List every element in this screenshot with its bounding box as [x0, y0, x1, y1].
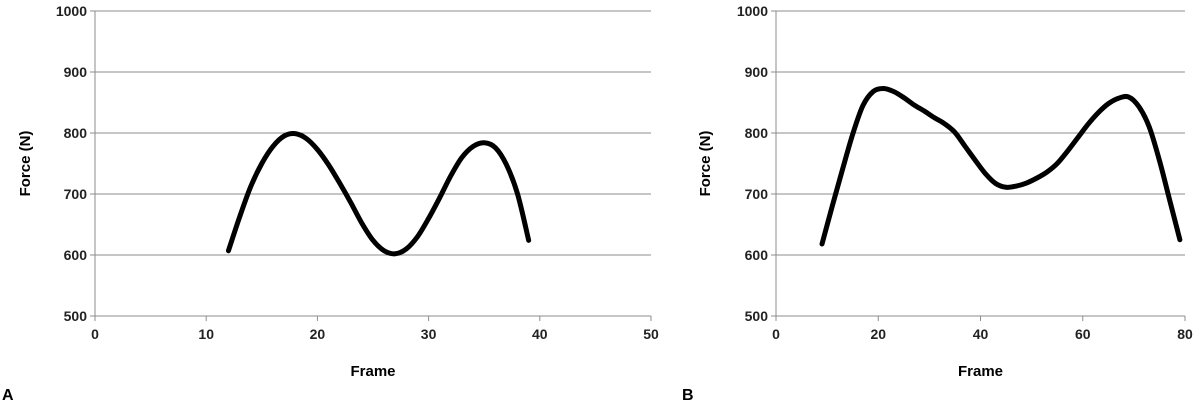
y-axis-title: Force (N) — [17, 131, 34, 197]
y-tick-label: 500 — [64, 308, 88, 324]
panel-label: A — [2, 387, 14, 404]
chart-panel-b: 500 600 700 800 900 1000 0 20 40 60 80 Frame Force (… — [682, 3, 1193, 404]
x-tick-label: 0 — [772, 326, 780, 342]
x-tick-label: 0 — [91, 326, 99, 342]
panel-label: B — [682, 387, 694, 404]
y-tick-label: 700 — [745, 186, 769, 202]
y-tick-label: 600 — [64, 247, 88, 263]
x-tick-label: 20 — [870, 326, 886, 342]
chart-panel-a: 500 600 700 800 900 1000 0 10 20 30 40 50 Frame Force… — [2, 3, 659, 404]
y-tick-label: 800 — [745, 125, 769, 141]
x-axis-title: Frame — [958, 363, 1003, 380]
x-tick-label: 80 — [1177, 326, 1193, 342]
y-tick-label: 900 — [64, 64, 88, 80]
y-tick-label: 600 — [745, 247, 769, 263]
y-tick-label: 800 — [64, 125, 88, 141]
y-tick-label: 700 — [64, 186, 88, 202]
x-tick-label: 40 — [532, 326, 548, 342]
x-tick-label: 50 — [643, 326, 659, 342]
y-tick-label: 1000 — [737, 3, 768, 19]
x-axis-title: Frame — [350, 363, 395, 380]
x-tick-label: 30 — [421, 326, 437, 342]
x-tick-label: 60 — [1075, 326, 1091, 342]
y-tick-label: 500 — [745, 308, 769, 324]
series-line-b-0 — [819, 85, 1183, 247]
series-line-a-0 — [225, 131, 532, 257]
y-tick-label: 1000 — [56, 3, 87, 19]
x-tick-label: 40 — [973, 326, 989, 342]
x-tick-label: 10 — [198, 326, 214, 342]
y-tick-label: 900 — [745, 64, 769, 80]
x-tick-label: 20 — [310, 326, 326, 342]
y-axis-title: Force (N) — [697, 131, 714, 197]
